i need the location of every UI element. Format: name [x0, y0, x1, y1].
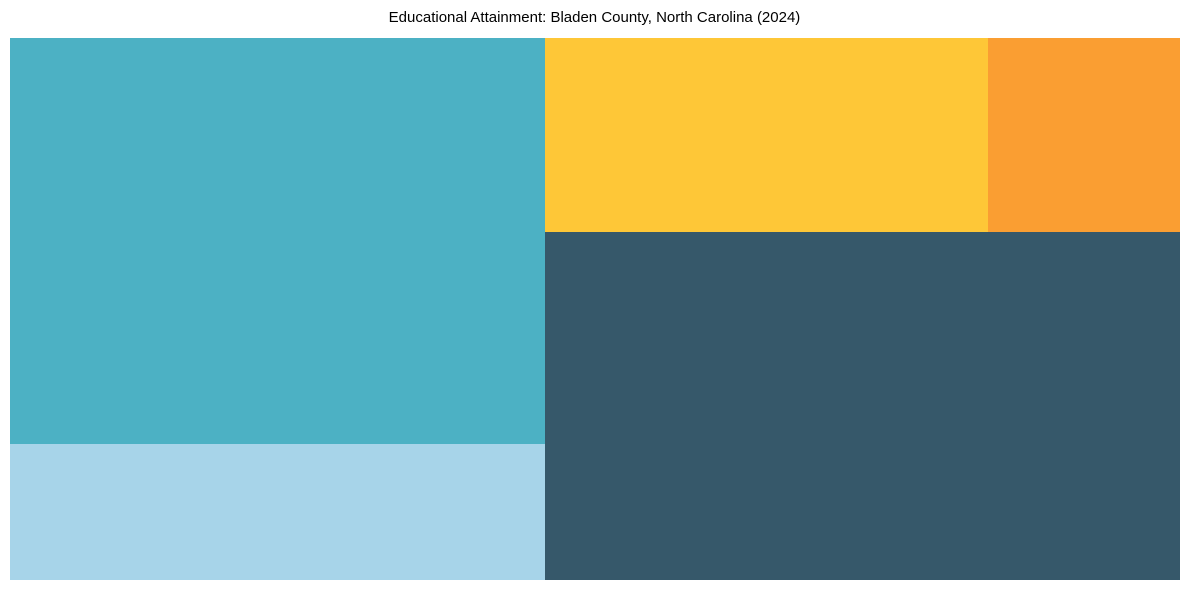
treemap-plot-area [10, 38, 1180, 580]
treemap-cell-segment-dark-slate [545, 232, 1180, 580]
treemap-cell-segment-yellow [545, 38, 988, 232]
treemap-cell-segment-orange [988, 38, 1180, 232]
treemap-cell-segment-light-blue [10, 444, 545, 580]
treemap-cell-segment-teal [10, 38, 545, 444]
chart-title: Educational Attainment: Bladen County, N… [388, 9, 801, 26]
